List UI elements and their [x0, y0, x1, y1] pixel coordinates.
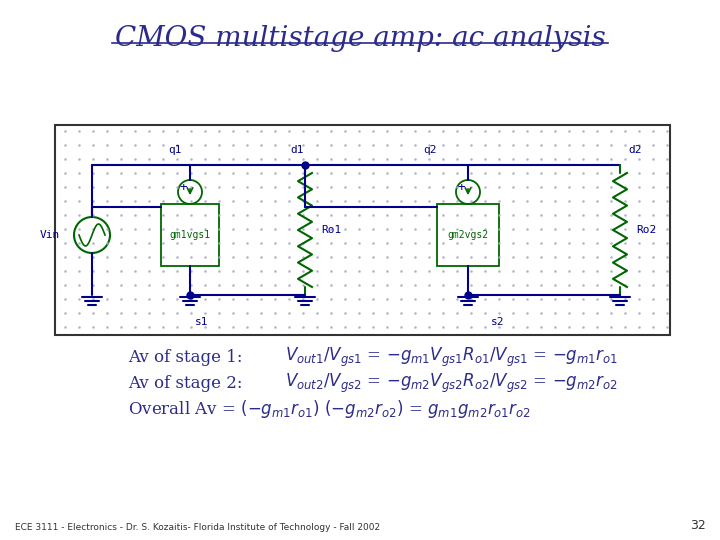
Text: s2: s2	[491, 317, 505, 327]
Text: q1: q1	[168, 145, 181, 155]
Text: Av of stage 1:: Av of stage 1:	[128, 348, 248, 366]
Text: Overall Av = $(-g_{m1}r_{o1})$ $(-g_{m2}r_{o2})$ = $g_{m1}g_{m2}r_{o1}r_{o2}$: Overall Av = $(-g_{m1}r_{o1})$ $(-g_{m2}…	[128, 398, 531, 420]
Text: gm2vgs2: gm2vgs2	[447, 230, 489, 240]
Text: ECE 3111 - Electronics - Dr. S. Kozaitis- Florida Institute of Technology - Fall: ECE 3111 - Electronics - Dr. S. Kozaitis…	[15, 523, 380, 532]
Text: +: +	[457, 181, 464, 194]
Text: CMOS multistage amp: ac analysis: CMOS multistage amp: ac analysis	[114, 25, 606, 52]
Text: Vin: Vin	[40, 230, 60, 240]
Text: s1: s1	[195, 317, 209, 327]
Bar	[437, 204, 499, 266]
Bar	[55, 125, 670, 335]
Text: d1: d1	[290, 145, 304, 155]
Text: Ro2: Ro2	[636, 225, 656, 235]
Text: 32: 32	[690, 519, 706, 532]
Text: $V_{out2}/V_{gs2}$ = $-g_{m2}V_{gs2}R_{o2}/V_{gs2}$ = $-g_{m2}r_{o2}$: $V_{out2}/V_{gs2}$ = $-g_{m2}V_{gs2}R_{o…	[285, 372, 618, 395]
Text: +: +	[179, 181, 186, 194]
Text: $V_{out1}/V_{gs1}$ = $-g_{m1}V_{gs1}R_{o1}/V_{gs1}$ = $-g_{m1}r_{o1}$: $V_{out1}/V_{gs1}$ = $-g_{m1}V_{gs1}R_{o…	[285, 346, 618, 369]
Text: d2: d2	[628, 145, 642, 155]
Text: gm1vgs1: gm1vgs1	[169, 230, 210, 240]
Bar	[161, 204, 219, 266]
Text: Ro1: Ro1	[321, 225, 341, 235]
Text: q2: q2	[423, 145, 437, 155]
Text: Av of stage 2:: Av of stage 2:	[128, 375, 248, 392]
